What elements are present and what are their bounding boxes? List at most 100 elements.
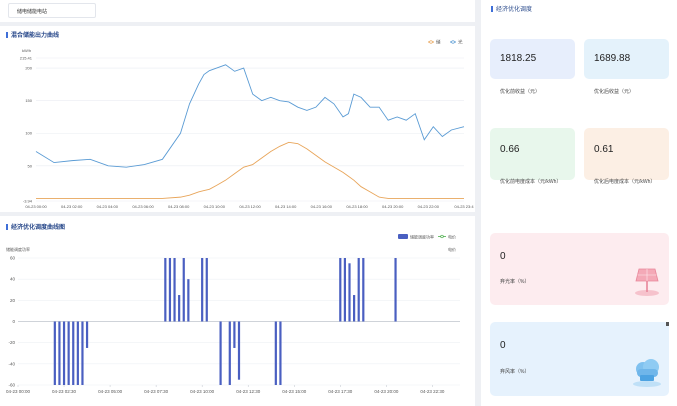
x-tick-label: 04-23 15:00 [282, 389, 307, 394]
y-tick-label: -3.94 [23, 199, 33, 204]
dispatch-bar [67, 321, 70, 385]
dispatch-bar [362, 258, 365, 322]
legend-label: 光 [458, 39, 463, 46]
x-tick-label: 04-23 08:00 [168, 204, 190, 209]
dispatch-bar [53, 321, 56, 385]
x-tick-label: 04-23 18:00 [346, 204, 368, 209]
dispatch-bar [279, 321, 282, 385]
x-tick-label: 04-23 06:00 [132, 204, 154, 209]
dispatch-bar [164, 258, 167, 322]
y-tick-label: 200 [25, 66, 32, 71]
card-cost-after: 0.61 优化后电度成本（元/kWh） [584, 128, 669, 185]
x-tick-label: 04-23 23:4 [454, 204, 474, 209]
y-tick-label: 0 [12, 319, 15, 324]
dispatch-bar [237, 321, 241, 380]
y-tick-label: -20 [8, 340, 15, 345]
legend-swatch [398, 234, 408, 239]
solar-panel-icon [635, 268, 659, 296]
dispatch-bar [201, 258, 204, 322]
legend-label: 电价 [448, 234, 456, 240]
site-select[interactable]: 储电储能电站 [8, 3, 96, 18]
x-tick-label: 04-23 00:00 [6, 389, 31, 394]
dispatch-bar [274, 321, 277, 385]
y-tick-label: 40 [10, 277, 16, 282]
card-solar-curtailment: 0 弃光率（%） [490, 233, 669, 305]
legend-label: 储 [436, 39, 441, 46]
dispatch-bar [58, 321, 61, 385]
dispatch-chart: 60 40 20 0 -20 -40 -60 储能调度功率 04-23 00:00 04-23 0… [6, 234, 460, 394]
dispatch-bar [81, 321, 84, 385]
x-tick-label: 04-23 22:00 [418, 204, 440, 209]
legend-marker [429, 40, 433, 44]
output-curve-panel: 混合储能出力曲线 215.41 200 150 100 50 -3.94 kW/h 04-23… [0, 26, 475, 212]
dispatch-bar [219, 321, 222, 385]
dispatch-bar [76, 321, 79, 385]
scroll-marker [666, 322, 669, 326]
card-cost-before: 0.66 优化前电度成本（元/kWh） [490, 128, 575, 185]
legend-marker [451, 40, 455, 44]
cloud-device-icon [633, 359, 661, 387]
x-tick-label: 04-23 10:00 [190, 389, 215, 394]
dispatch-bar [233, 321, 236, 348]
left-column: 储电储能电站 混合储能出力曲线 215.41 200 150 100 50 -3.94 kW… [0, 0, 475, 406]
dispatch-bar [348, 263, 351, 322]
card-cost-after-value: 0.61 [594, 144, 614, 155]
series-line-1 [36, 141, 464, 199]
dispatch-bar [178, 295, 181, 322]
y-axis-label: kW/h [22, 48, 31, 53]
dispatch-bar [173, 258, 176, 322]
x-tick-label: 04-23 04:00 [97, 204, 119, 209]
card-revenue-after-label: 优化后收益（元） [594, 89, 635, 95]
card-wind-curtailment: 0 弃风率（%） [490, 322, 669, 396]
card-cost-before-value: 0.66 [500, 144, 520, 155]
right-panel: 经济优化调度 1818.25 优化前收益（元） 1689.88 优化后收益（元）… [481, 0, 677, 406]
x-tick-label: 04-23 20:00 [374, 389, 399, 394]
output-curve-title: 混合储能出力曲线 [6, 30, 59, 39]
card-revenue-before: 1818.25 优化前收益（元） [490, 39, 575, 95]
x-tick-label: 04-23 12:30 [236, 389, 261, 394]
x-tick-label: 04-23 02:00 [61, 204, 83, 209]
card-wind-curtailment-label: 弃风率（%） [500, 369, 530, 375]
dispatch-chart-title: 经济优化调度曲线图 [6, 222, 65, 231]
x-tick-label: 04-23 00:00 [25, 204, 47, 209]
top-bar: 储电储能电站 [0, 0, 475, 22]
dispatch-bar [205, 258, 208, 322]
card-solar-curtailment-label: 弃光率（%） [500, 279, 530, 285]
x-tick-label: 04-23 22:30 [420, 389, 445, 394]
x-tick-label: 04-23 05:00 [98, 389, 123, 394]
dispatch-bar [187, 279, 190, 322]
card-wind-curtailment-value: 0 [500, 340, 506, 351]
card-cost-after-label: 优化后电度成本（元/kWh） [594, 179, 656, 185]
dispatch-bar [228, 321, 231, 385]
dispatch-bar [339, 258, 342, 322]
right-panel-title: 经济优化调度 [491, 4, 532, 13]
y-tick-label: 100 [25, 131, 32, 136]
y-tick-label: 20 [10, 298, 16, 303]
dispatch-bar [168, 258, 172, 322]
dispatch-chart-panel: 经济优化调度曲线图 60 40 20 0 -20 -40 -60 储能调度功率 04-23 00… [0, 216, 475, 406]
dispatch-bar [62, 321, 66, 385]
legend-label: 储能调度功率 [410, 234, 434, 240]
card-revenue-after: 1689.88 优化后收益（元） [584, 39, 669, 95]
y-tick-label: 215.41 [20, 56, 33, 61]
series-line-2 [35, 64, 465, 168]
dispatch-bar [85, 321, 89, 348]
card-cost-before-label: 优化前电度成本（元/kWh） [500, 179, 562, 185]
y-tick-label: 150 [25, 98, 32, 103]
card-revenue-before-label: 优化前收益（元） [500, 89, 541, 95]
x-tick-label: 04-23 17:30 [328, 389, 353, 394]
dispatch-bar [394, 258, 397, 322]
x-tick-label: 04-23 14:00 [275, 204, 297, 209]
dispatch-bar [353, 295, 356, 322]
card-revenue-before-value: 1818.25 [500, 53, 537, 64]
x-tick-label: 04-23 16:00 [311, 204, 333, 209]
y-tick-label: 60 [10, 256, 16, 261]
card-solar-curtailment-value: 0 [500, 251, 506, 262]
x-tick-label: 04-23 20:00 [382, 204, 404, 209]
x-tick-label: 04-23 12:00 [239, 204, 261, 209]
y-tick-label: -60 [8, 383, 15, 388]
output-curve-chart: 215.41 200 150 100 50 -3.94 kW/h 04-23 00:00 04-… [20, 39, 475, 210]
x-tick-label: 04-23 07:30 [144, 389, 169, 394]
dispatch-bar [357, 258, 360, 322]
secondary-axis-label: 电价 [448, 246, 456, 252]
